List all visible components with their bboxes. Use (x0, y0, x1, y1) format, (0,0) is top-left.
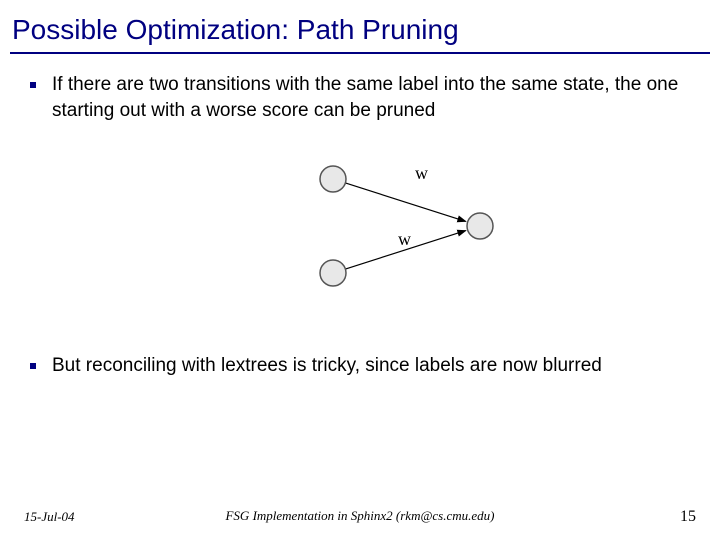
footer-page-number: 15 (680, 508, 696, 526)
bullet-marker-icon (30, 363, 36, 369)
bullet-marker-icon (30, 82, 36, 88)
diagram-svg: ww (30, 143, 720, 323)
state-node (467, 213, 493, 239)
bullet-item: If there are two transitions with the sa… (30, 72, 690, 123)
footer-date: 15-Jul-04 (24, 509, 75, 525)
page-title: Possible Optimization: Path Pruning (0, 0, 720, 52)
footer-title: FSG Implementation in Sphinx2 (rkm@cs.cm… (225, 508, 494, 524)
bullet-text: But reconciling with lextrees is tricky,… (52, 353, 602, 379)
bullet-text: If there are two transitions with the sa… (52, 72, 690, 123)
edge (345, 183, 465, 221)
path-pruning-diagram: ww (30, 143, 690, 323)
bullet-item: But reconciling with lextrees is tricky,… (30, 353, 690, 379)
edge-label: w (415, 163, 428, 183)
state-node (320, 166, 346, 192)
slide-footer: 15-Jul-04 FSG Implementation in Sphinx2 … (0, 508, 720, 526)
content-area: If there are two transitions with the sa… (0, 54, 720, 379)
state-node (320, 260, 346, 286)
edge-label: w (398, 229, 411, 249)
